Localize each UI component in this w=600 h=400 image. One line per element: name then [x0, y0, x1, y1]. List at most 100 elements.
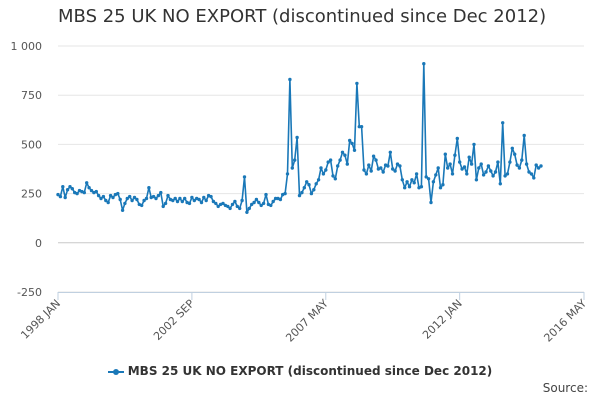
data-point [175, 199, 180, 204]
data-point [211, 199, 216, 204]
data-point [278, 197, 283, 202]
data-point [431, 180, 436, 184]
data-point [446, 166, 450, 170]
data-point [56, 192, 60, 197]
y-axis: -250 0 250 500 750 1 000 [11, 40, 43, 299]
data-point [82, 190, 87, 195]
data-point [151, 194, 156, 199]
data-point [496, 160, 500, 164]
data-point [252, 200, 256, 205]
legend-swatch [107, 368, 124, 375]
data-point [426, 177, 431, 181]
data-point [108, 193, 113, 198]
data-point [293, 158, 297, 162]
data-point [503, 174, 507, 178]
data-point [534, 163, 538, 167]
y-tick-label: -250 [17, 286, 42, 299]
data-point [163, 201, 168, 206]
data-point [173, 196, 177, 201]
data-point [221, 201, 225, 206]
data-point [481, 173, 486, 177]
data-point [228, 206, 232, 211]
data-point [462, 165, 467, 169]
data-point [283, 191, 287, 196]
data-point [321, 172, 326, 176]
x-tick-label: 2016 MAY [541, 297, 589, 345]
data-point [458, 160, 462, 164]
data-point [96, 193, 101, 198]
data-point [264, 192, 268, 197]
data-point [381, 170, 385, 174]
data-point [307, 183, 311, 187]
data-point [522, 133, 526, 138]
data-point [532, 176, 536, 180]
data-point [410, 178, 414, 182]
x-tick-label: 2012 JAN [420, 297, 465, 342]
legend-label: MBS 25 UK NO EXPORT (discontinued since … [127, 364, 493, 378]
data-point [257, 200, 261, 205]
data-point [359, 125, 364, 129]
data-point [448, 162, 452, 166]
data-point [68, 185, 72, 189]
data-point [254, 197, 259, 202]
data-point [204, 198, 208, 203]
data-point [130, 198, 134, 203]
data-point [144, 196, 149, 201]
data-point [197, 197, 201, 202]
data-point [501, 121, 505, 125]
data-point [367, 163, 371, 167]
data-point [87, 186, 91, 190]
data-point [412, 181, 416, 185]
data-point [400, 178, 404, 182]
data-point [336, 164, 340, 168]
data-point [424, 175, 428, 179]
data-point [429, 200, 433, 205]
data-point [453, 153, 457, 157]
data-point [393, 169, 397, 173]
data-point [269, 203, 273, 208]
data-point [288, 77, 292, 82]
legend[interactable]: MBS 25 UK NO EXPORT (discontinued since … [0, 364, 600, 378]
data-point [414, 172, 419, 176]
data-point [230, 202, 235, 207]
data-point [75, 191, 79, 196]
data-point [369, 169, 373, 173]
data-point [484, 170, 488, 174]
data-point [362, 168, 366, 172]
data-point [118, 197, 122, 202]
data-point [508, 160, 512, 164]
data-point [99, 196, 103, 201]
data-point [192, 198, 196, 203]
data-point [147, 186, 151, 190]
y-tick-label: 750 [21, 89, 42, 102]
data-point [491, 174, 495, 178]
data-point [374, 158, 378, 162]
data-point [515, 163, 519, 167]
data-point [104, 198, 108, 203]
data-point [314, 182, 318, 186]
data-point [214, 201, 218, 206]
data-point [154, 196, 158, 201]
data-point [498, 182, 502, 186]
data-point [405, 180, 409, 184]
data-point [156, 193, 161, 198]
data-point [331, 174, 335, 178]
data-point [61, 185, 65, 189]
data-point [326, 160, 330, 164]
data-point [388, 150, 392, 154]
data-point [340, 150, 345, 154]
data-point [324, 168, 328, 172]
data-point [142, 198, 146, 203]
data-point [180, 199, 184, 204]
data-point [245, 210, 249, 214]
data-point [469, 162, 474, 166]
data-point [355, 81, 359, 86]
data-point [178, 196, 182, 201]
data-point [250, 202, 254, 207]
data-point [302, 186, 306, 190]
data-point [474, 178, 479, 182]
data-point [106, 200, 110, 205]
data-point [510, 146, 514, 150]
data-point [391, 167, 395, 171]
